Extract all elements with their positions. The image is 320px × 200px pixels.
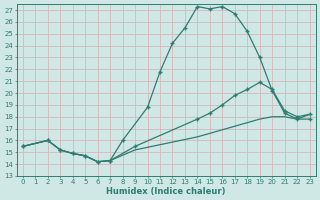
X-axis label: Humidex (Indice chaleur): Humidex (Indice chaleur) <box>107 187 226 196</box>
